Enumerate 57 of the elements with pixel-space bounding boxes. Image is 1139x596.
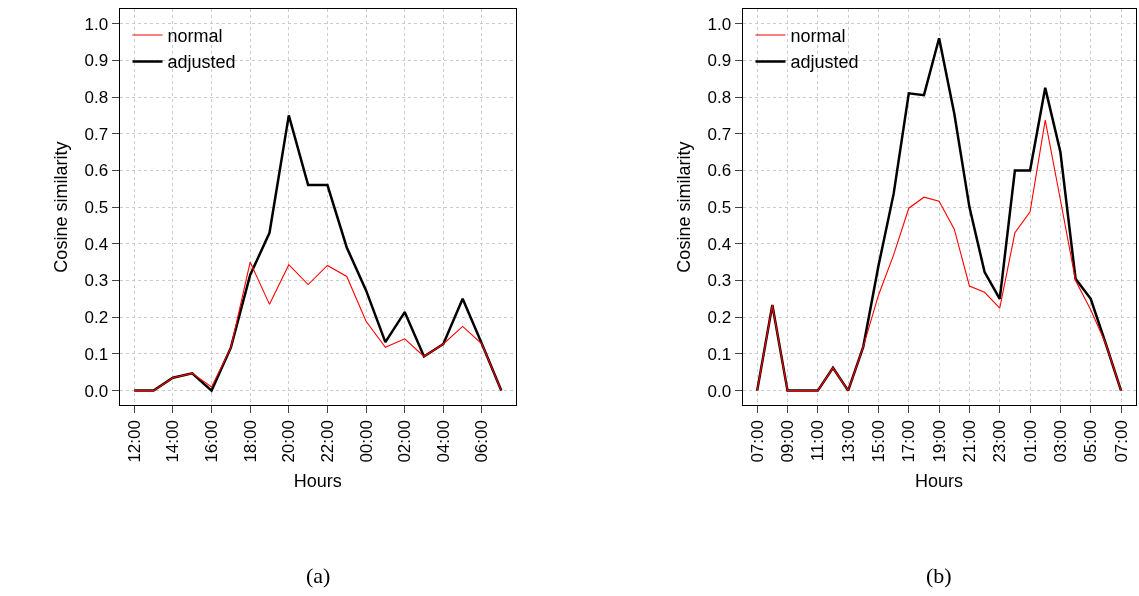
x-tick-label: 02:00 (395, 420, 415, 463)
x-tick-label: 20:00 (279, 420, 299, 463)
y-tick-label: 0.0 (707, 381, 732, 401)
x-tick-label: 19:00 (929, 420, 949, 463)
x-tick-label: 15:00 (868, 420, 888, 463)
y-tick-label: 0.6 (84, 161, 109, 181)
x-tick-label: 16:00 (202, 420, 222, 463)
legend-label: normal (790, 26, 846, 47)
y-axis-title: Cosine similarity (673, 141, 694, 273)
text: (b) (926, 563, 952, 588)
y-tick-label: 1.0 (84, 14, 109, 34)
y-tick-label: 0.7 (84, 124, 109, 144)
x-axis-title: Hours (293, 470, 342, 491)
x-tick-label: 03:00 (1050, 420, 1070, 463)
y-tick-label: 0.9 (84, 51, 109, 71)
y-axis-title: Cosine similarity (50, 141, 71, 273)
legend-label: adjusted (790, 52, 859, 73)
x-tick-label: 06:00 (472, 420, 492, 463)
y-tick-label: 0.1 (84, 344, 109, 364)
x-tick-label: 09:00 (778, 420, 798, 463)
x-axis-title: Hours (915, 470, 964, 491)
y-tick-label: 0.6 (707, 161, 732, 181)
x-tick-label: 01:00 (1020, 420, 1040, 463)
y-tick-label: 0.8 (84, 87, 109, 107)
text: (a) (306, 563, 331, 588)
x-tick-label: 12:00 (124, 420, 144, 463)
y-tick-label: 0.0 (84, 381, 109, 401)
x-tick-label: 13:00 (838, 420, 858, 463)
y-tick-label: 0.9 (707, 51, 732, 71)
y-tick-label: 0.4 (84, 234, 109, 254)
line-series (133, 261, 502, 392)
x-tick-label: 14:00 (163, 420, 183, 463)
x-tick-label: 22:00 (317, 420, 337, 463)
x-tick-label: 21:00 (959, 420, 979, 463)
y-tick-label: 0.5 (707, 198, 732, 218)
y-tick-label: 0.2 (84, 308, 109, 328)
y-tick-label: 0.4 (707, 234, 732, 254)
x-tick-label: 00:00 (356, 420, 376, 463)
x-tick-label: 17:00 (899, 420, 919, 463)
x-tick-label: 07:00 (1111, 420, 1131, 463)
y-tick-label: 0.8 (707, 87, 732, 107)
y-tick-label: 0.5 (84, 198, 109, 218)
x-tick-label: 05:00 (1081, 420, 1101, 463)
x-tick-label: 07:00 (747, 420, 767, 463)
y-tick-label: 0.3 (84, 271, 109, 291)
y-tick-label: 0.3 (707, 271, 732, 291)
y-tick-label: 1.0 (707, 14, 732, 34)
x-tick-label: 11:00 (808, 420, 828, 462)
legend-label: adjusted (167, 52, 236, 73)
line-series (756, 119, 1122, 392)
x-tick-label: 18:00 (240, 420, 260, 463)
y-tick-label: 0.2 (707, 308, 732, 328)
y-tick-label: 0.1 (707, 344, 732, 364)
legend-label: normal (167, 26, 223, 47)
y-tick-label: 0.7 (707, 124, 732, 144)
x-tick-label: 04:00 (433, 420, 453, 463)
x-tick-label: 23:00 (990, 420, 1010, 463)
